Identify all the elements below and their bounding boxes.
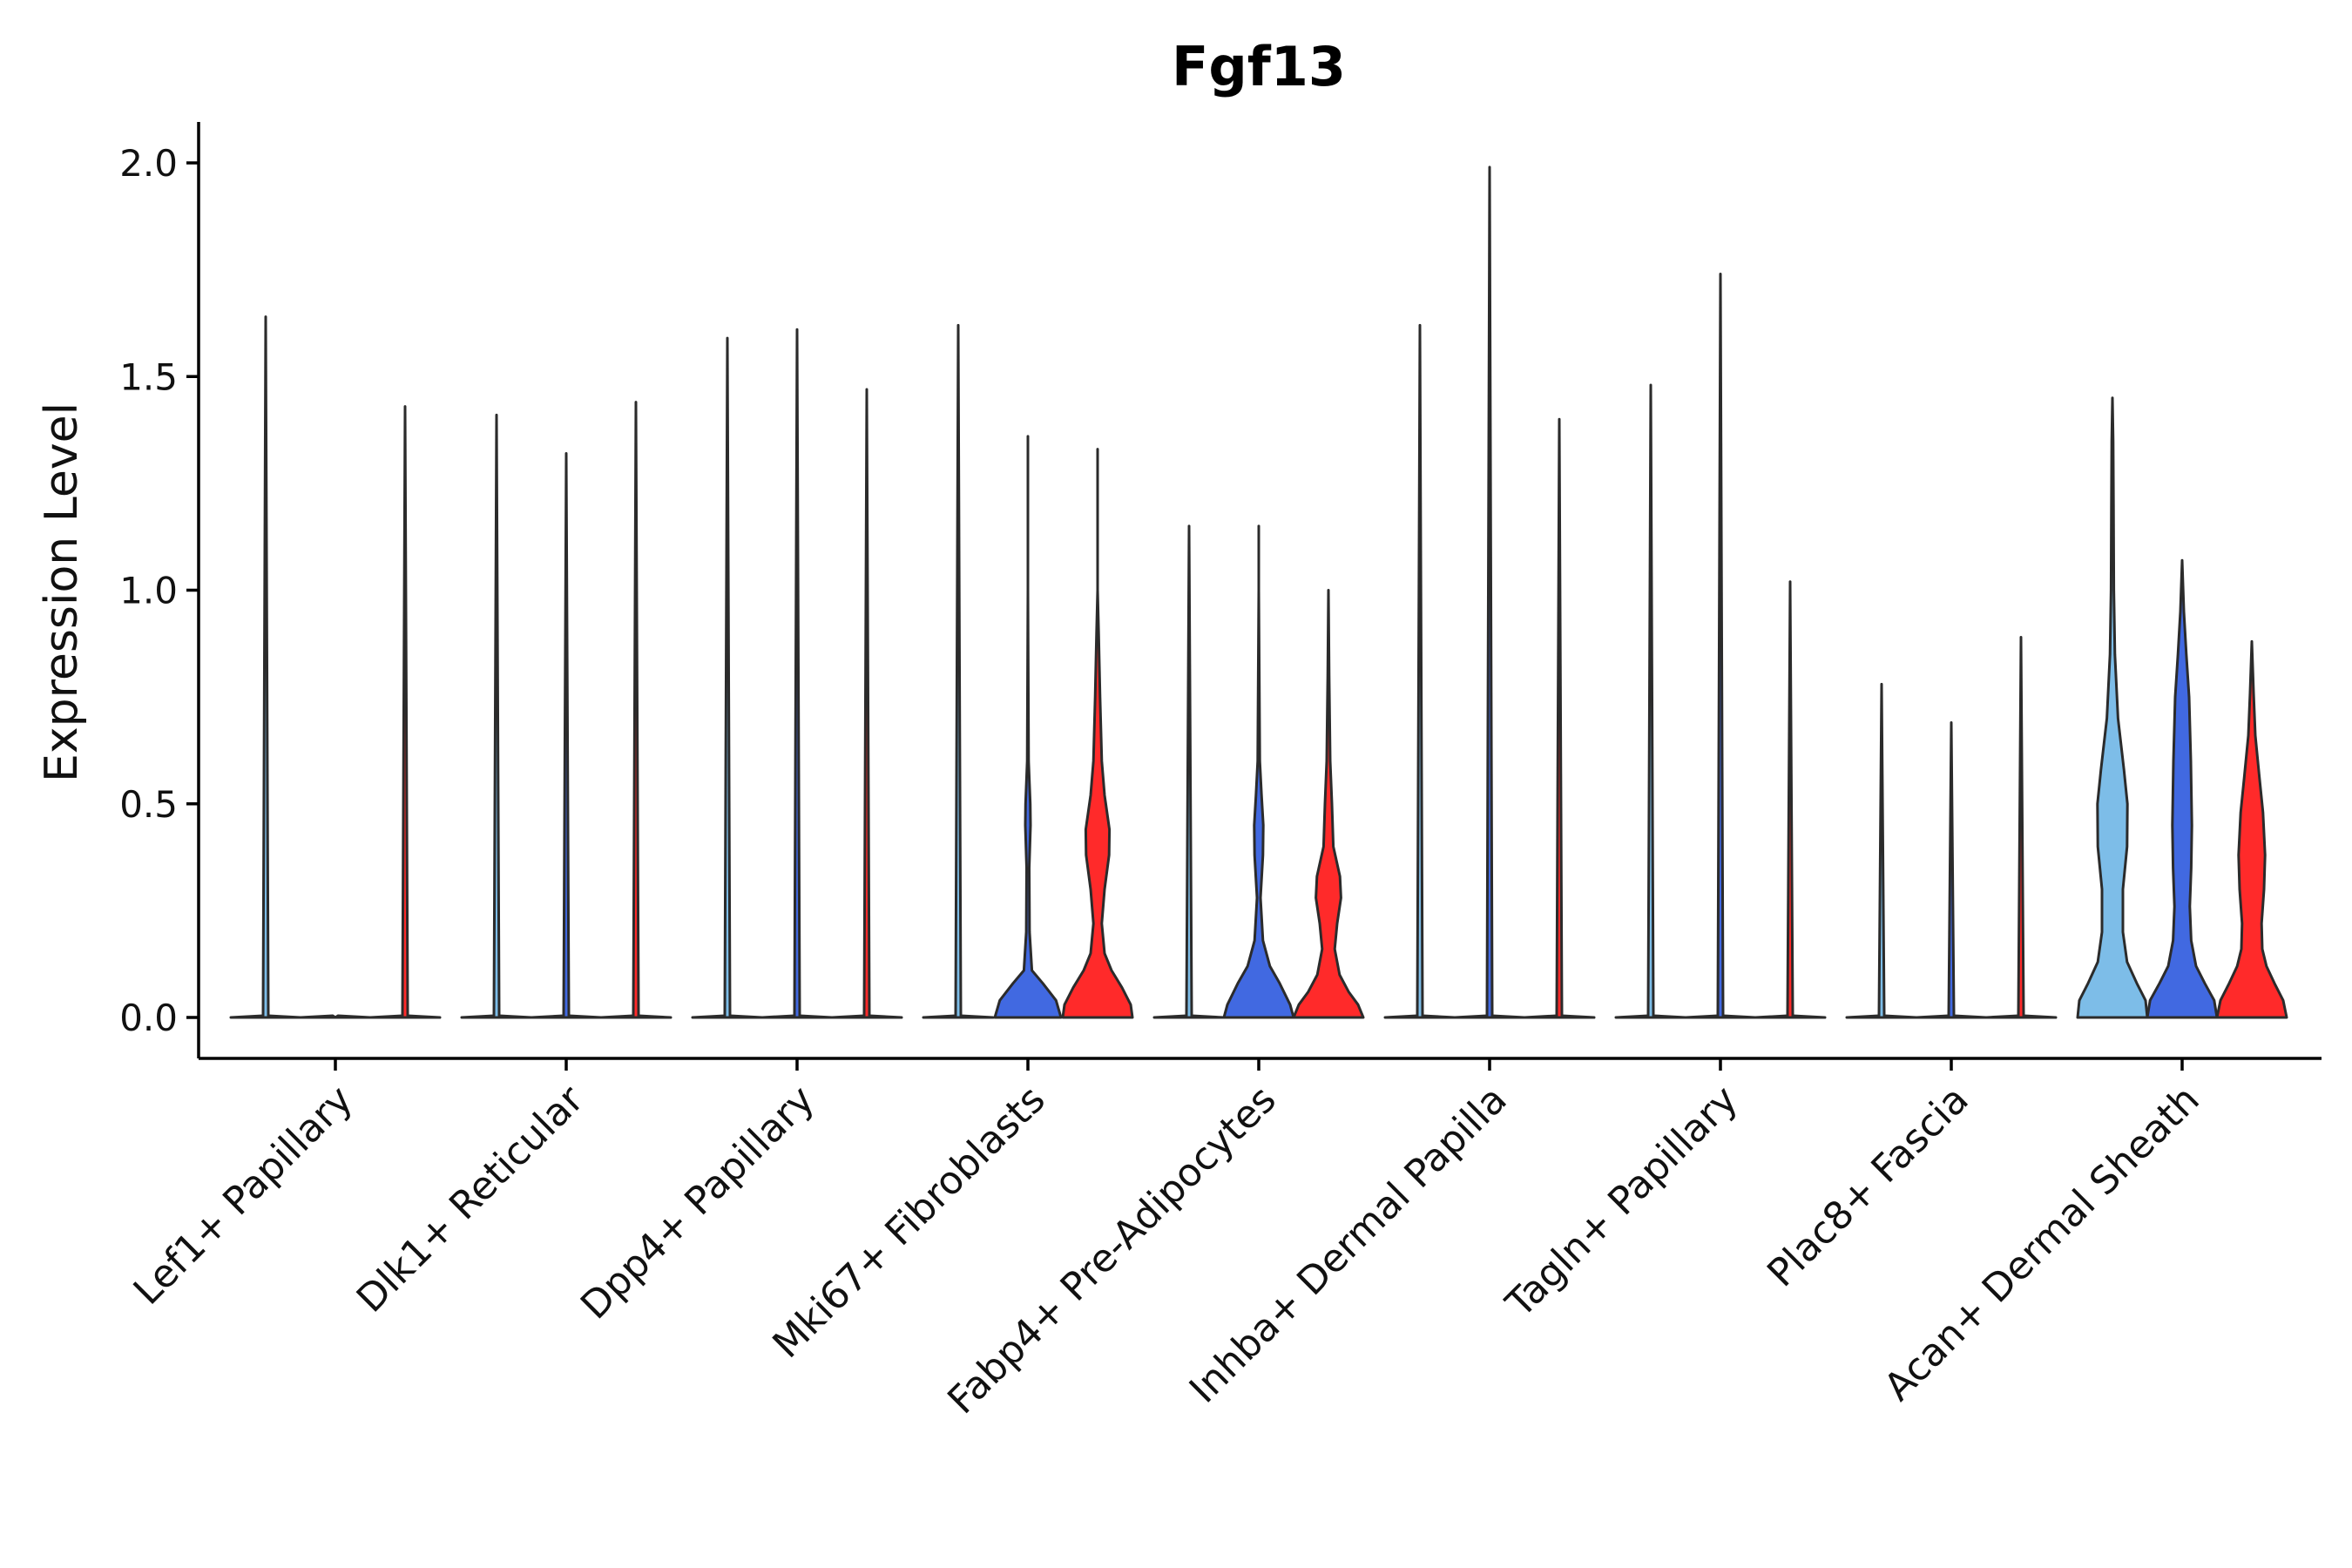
violin-0-0: [229, 315, 302, 1019]
violin-4-0: [1152, 524, 1226, 1019]
violin-1-0: [460, 413, 533, 1019]
violin-6-1: [1684, 273, 1757, 1019]
violin-3-2: [1061, 448, 1134, 1019]
violin-7-2: [1984, 635, 2058, 1019]
violin-5-1: [1453, 166, 1526, 1019]
x-tick-label: Plac8+ Fascia: [1759, 1078, 1977, 1296]
violin-3-0: [922, 323, 995, 1019]
x-tick-label: Tagln+ Papillary: [1497, 1078, 1747, 1327]
violin-7-0: [1845, 682, 1918, 1019]
violin-7-1: [1915, 721, 1988, 1019]
violin-1-2: [599, 401, 672, 1019]
violin-6-0: [1614, 383, 1687, 1019]
violin-4-2: [1292, 589, 1365, 1019]
y-tick-label: 1.5: [119, 355, 178, 398]
violin-3-1: [993, 435, 1063, 1019]
y-tick-label: 2.0: [119, 142, 178, 185]
violin-2-0: [691, 336, 764, 1019]
chart-title: Fgf13: [1172, 35, 1346, 98]
y-tick-label: 1.0: [119, 570, 178, 612]
violin-5-2: [1523, 417, 1596, 1019]
violin-2-1: [760, 328, 834, 1019]
y-axis-label: Expression Level: [36, 402, 88, 782]
violin-6-2: [1754, 580, 1827, 1019]
violin-5-0: [1383, 323, 1456, 1019]
y-tick-label: 0.0: [119, 997, 178, 1039]
violin-8-2: [2215, 639, 2288, 1019]
violin-4-1: [1222, 524, 1295, 1019]
violin-8-1: [2146, 558, 2219, 1019]
y-tick-label: 0.5: [119, 783, 178, 826]
x-tick-label: Lef1+ Papillary: [125, 1078, 362, 1314]
violin-0-1: [299, 1014, 372, 1019]
x-tick-label: Dlk1+ Reticular: [348, 1077, 593, 1321]
violin-2-2: [830, 388, 903, 1019]
violin-0-2: [368, 405, 442, 1019]
violin-8-0: [2076, 396, 2149, 1019]
x-tick-label: Dpp4+ Papillary: [572, 1078, 823, 1328]
violin-1-1: [530, 452, 603, 1019]
